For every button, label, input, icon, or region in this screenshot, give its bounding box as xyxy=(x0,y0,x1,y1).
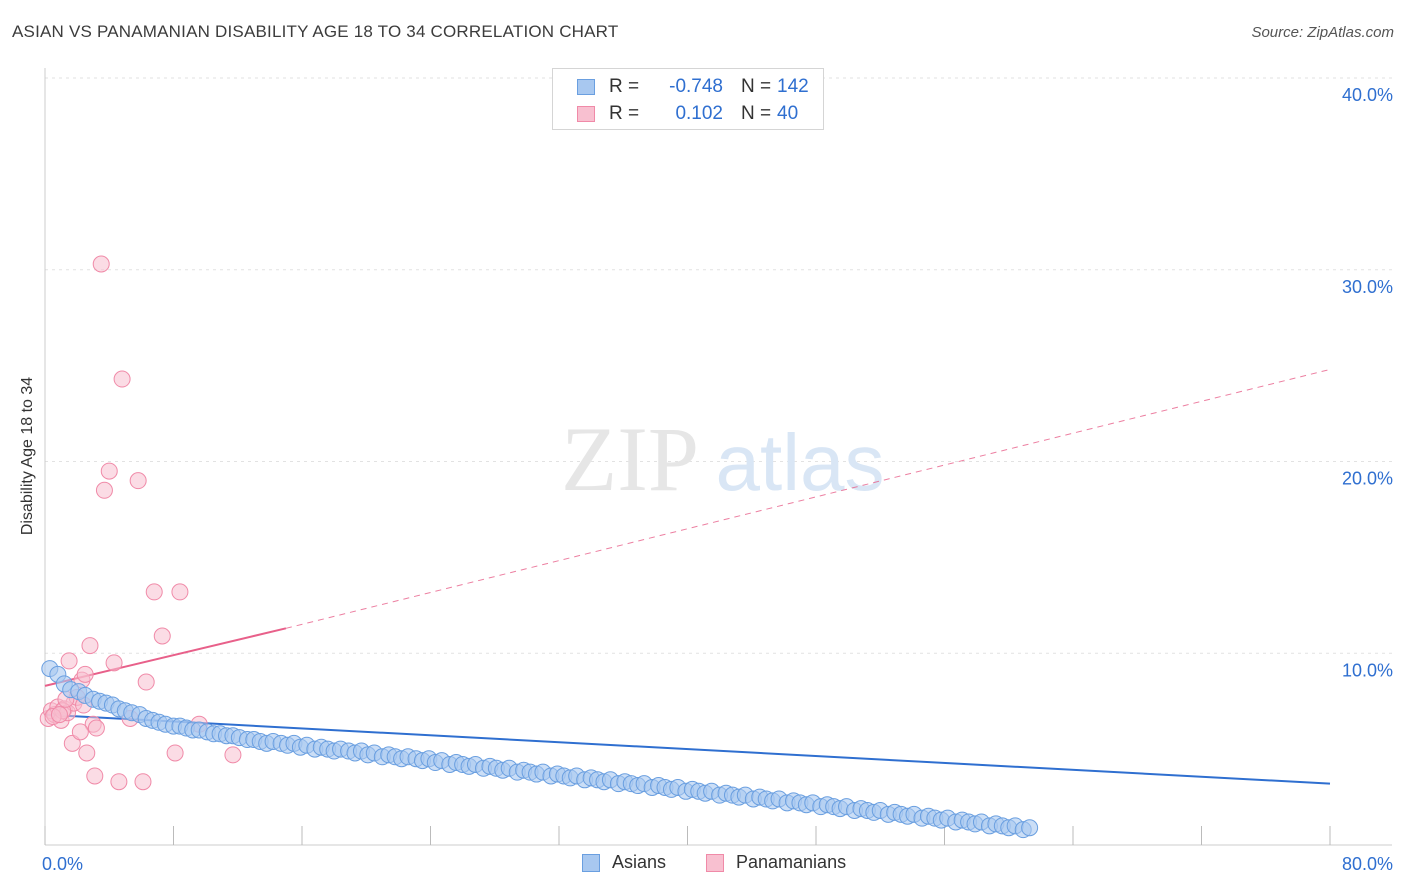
panamanian-point xyxy=(171,583,189,601)
legend-item-panamanians[interactable]: Panamanians xyxy=(706,852,846,873)
y-tick-label: 10.0% xyxy=(1342,660,1393,680)
panamanian-point xyxy=(76,665,94,683)
y-axis-label: Disability Age 18 to 34 xyxy=(19,376,36,536)
legend-label-panamanians: Panamanians xyxy=(736,852,847,872)
watermark-atlas: atlas xyxy=(716,418,885,507)
panamanian-point xyxy=(166,744,184,762)
y-tick-label: 20.0% xyxy=(1342,469,1393,489)
panamanian-point xyxy=(224,746,242,764)
grid xyxy=(45,77,1392,654)
stats-legend-box: R = -0.748 N = 142 R = 0.102 N = 40 xyxy=(552,68,824,130)
n-value: 40 xyxy=(777,103,799,124)
chart-title: ASIAN VS PANAMANIAN DISABILITY AGE 18 TO… xyxy=(12,22,619,41)
asians-swatch xyxy=(577,79,595,95)
panamanian-point xyxy=(92,255,110,273)
panamanian-point xyxy=(137,673,155,691)
panamanian-point xyxy=(95,481,113,499)
stats-row-asians: R = -0.748 N = 142 xyxy=(577,75,809,99)
panamanian-point xyxy=(63,734,81,752)
panamanian-point xyxy=(145,583,163,601)
panamanian-point xyxy=(134,773,152,791)
panamanian-point xyxy=(78,744,96,762)
y-tick-label: 40.0% xyxy=(1342,85,1393,105)
panamanians-trend-extension xyxy=(285,368,1331,629)
x-tick-label: 80.0% xyxy=(1342,854,1393,874)
stats-row-panamanians: R = 0.102 N = 40 xyxy=(577,102,798,126)
watermark-zip: ZIP xyxy=(561,408,699,510)
panamanian-point xyxy=(86,767,104,785)
panamanian-point xyxy=(60,652,78,670)
y-tick-label: 30.0% xyxy=(1342,277,1393,297)
x-tick-label: 0.0% xyxy=(42,854,83,874)
asian-point xyxy=(1021,819,1039,837)
n-label: N = xyxy=(741,103,772,124)
r-value: 0.102 xyxy=(675,103,723,124)
panamanian-point xyxy=(153,627,171,645)
panamanian-point xyxy=(113,370,131,388)
panamanian-point xyxy=(100,462,118,480)
legend-label-asians: Asians xyxy=(612,852,667,872)
n-label: N = xyxy=(741,76,772,97)
panamanian-point xyxy=(110,773,128,791)
watermark: ZIP atlas xyxy=(561,408,884,510)
source-label: Source: ZipAtlas.com xyxy=(1251,24,1394,41)
panamanian-point xyxy=(50,706,68,724)
panamanian-point xyxy=(129,472,147,490)
n-value: 142 xyxy=(777,76,809,97)
legend-item-asians[interactable]: Asians xyxy=(582,852,666,873)
r-label: R = xyxy=(609,76,640,97)
panamanians-legend-swatch xyxy=(706,853,724,872)
panamanian-point xyxy=(87,719,105,737)
panamanian-point xyxy=(105,654,123,672)
panamanian-point xyxy=(81,637,99,655)
panamanian-point xyxy=(71,723,89,741)
panamanians-swatch xyxy=(577,106,595,122)
asians-legend-swatch xyxy=(582,853,600,872)
r-label: R = xyxy=(609,103,640,124)
asian-points xyxy=(41,660,1039,839)
tick-labels: 10.0% 20.0% 30.0% 40.0% 0.0% 80.0% xyxy=(42,85,1393,874)
r-value: -0.748 xyxy=(669,76,723,97)
asians-trend-line xyxy=(44,713,1331,785)
